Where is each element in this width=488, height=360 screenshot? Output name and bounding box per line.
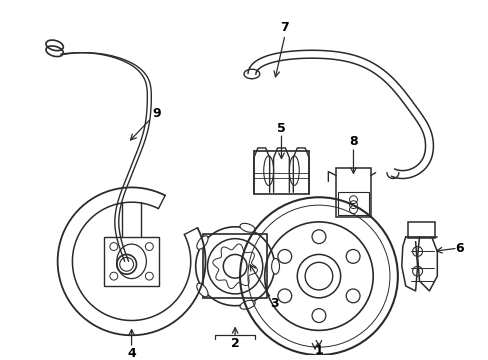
Ellipse shape bbox=[271, 258, 279, 274]
Text: 4: 4 bbox=[127, 347, 136, 360]
Circle shape bbox=[311, 309, 325, 323]
Ellipse shape bbox=[240, 223, 255, 232]
Bar bbox=[203, 234, 266, 298]
Text: 5: 5 bbox=[277, 122, 285, 135]
Text: 8: 8 bbox=[348, 135, 357, 148]
Circle shape bbox=[346, 249, 359, 263]
Bar bbox=[336, 168, 370, 217]
Circle shape bbox=[412, 266, 422, 276]
Circle shape bbox=[277, 289, 291, 303]
Circle shape bbox=[412, 247, 422, 256]
Circle shape bbox=[117, 255, 136, 274]
Text: 7: 7 bbox=[280, 21, 288, 34]
Circle shape bbox=[346, 289, 359, 303]
Text: 1: 1 bbox=[314, 343, 323, 357]
Text: 3: 3 bbox=[270, 297, 278, 310]
Circle shape bbox=[311, 230, 325, 244]
Ellipse shape bbox=[196, 236, 207, 249]
Bar bbox=[407, 222, 434, 238]
Text: 2: 2 bbox=[230, 337, 239, 350]
Text: 9: 9 bbox=[152, 107, 160, 120]
Circle shape bbox=[277, 249, 291, 263]
Ellipse shape bbox=[196, 283, 207, 297]
Text: 6: 6 bbox=[455, 242, 463, 255]
Bar bbox=[338, 192, 368, 215]
Bar bbox=[104, 237, 159, 286]
Ellipse shape bbox=[240, 300, 255, 309]
